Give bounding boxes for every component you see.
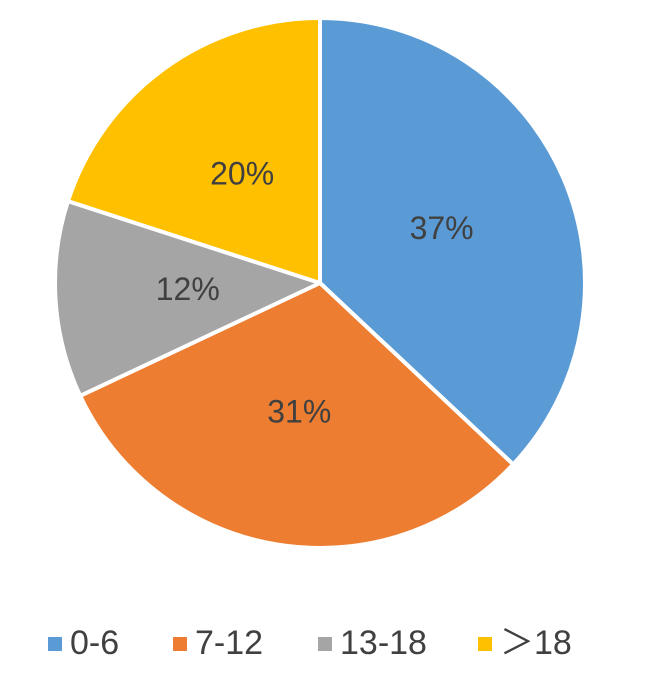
data-label: 20% — [210, 155, 274, 191]
legend-swatch — [48, 637, 62, 651]
legend-label: 7-12 — [195, 624, 263, 662]
data-label: 37% — [410, 210, 474, 246]
pie-slice — [65, 16, 322, 285]
pie-slice — [78, 281, 516, 550]
legend-swatch — [478, 637, 492, 651]
legend-swatch — [318, 637, 332, 651]
legend-label: 13-18 — [340, 624, 427, 662]
pie-slice — [53, 199, 322, 398]
legend-swatch — [173, 637, 187, 651]
pie-slice — [318, 16, 587, 467]
legend-label: 0-6 — [70, 624, 119, 662]
legend-label: ＞18 — [500, 624, 572, 662]
data-label: 31% — [267, 393, 331, 429]
data-label: 12% — [156, 271, 220, 307]
